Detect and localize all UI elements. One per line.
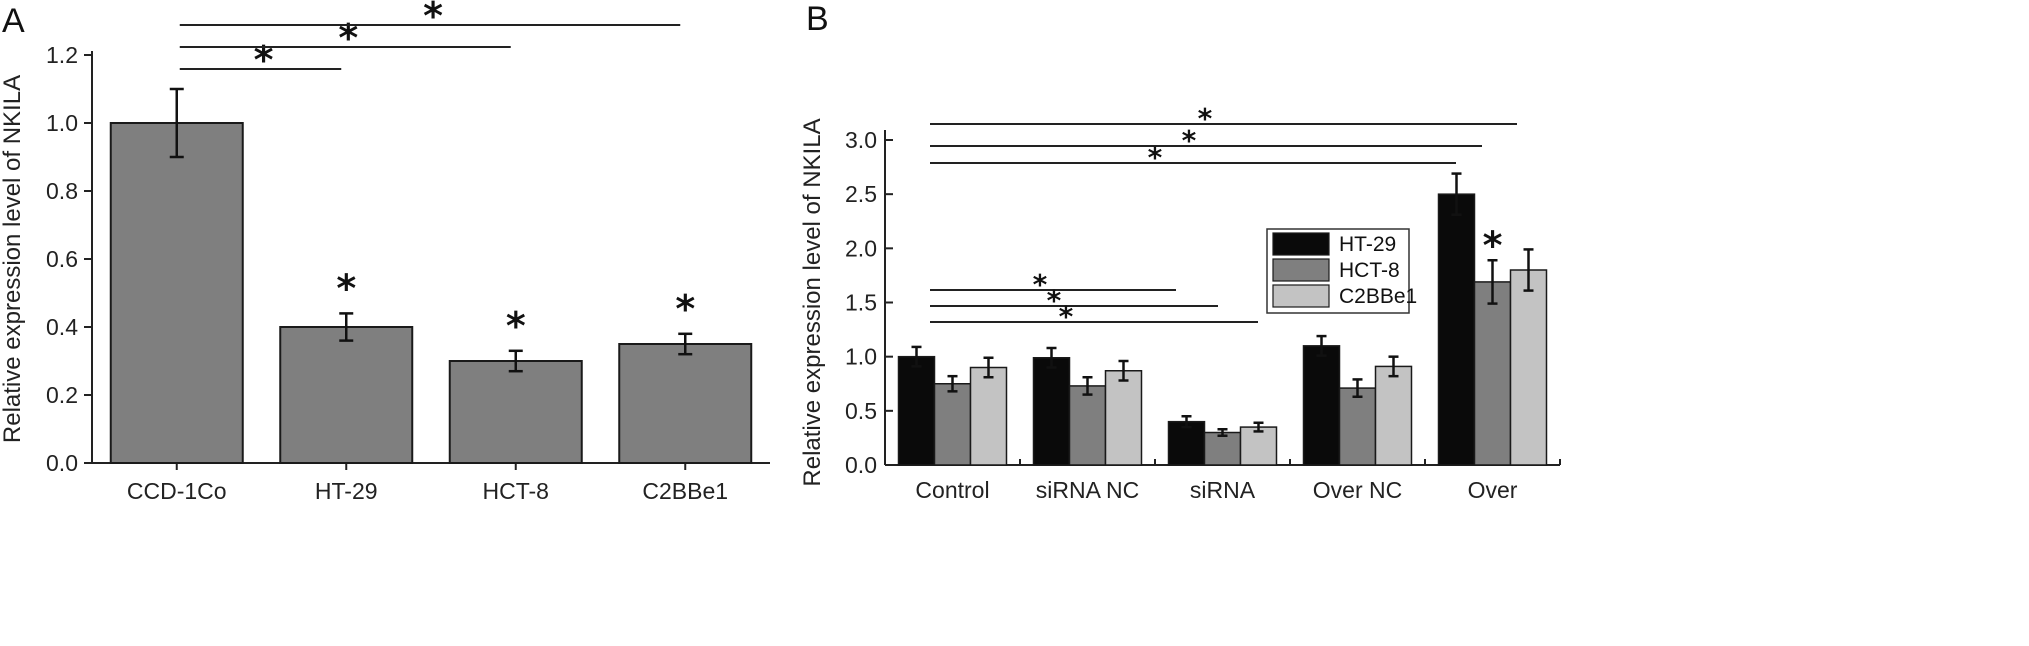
panel-a: A 0.0 0.2 0.4 0.6 0.8 1.0 1.2 CCD-1Co HT-29 HCT-8 C… [0,0,770,504]
bar [1338,387,1377,466]
y-tick-label: 0.0 [845,452,877,478]
y-tick-label: 1.2 [46,42,78,68]
legend-label: C2BBe1 [1339,285,1417,308]
x-tick-label: C2BBe1 [642,478,728,504]
x-tick-label: Over [1468,477,1518,503]
bar [109,122,244,464]
bar [279,326,414,464]
panel-b: B 0.0 0.5 1.0 1.5 2.0 2.5 3.0 Control siRNA NC siR… [799,0,1561,503]
comparison-star: * [1033,268,1048,301]
legend-swatch [1272,232,1330,256]
bar [1302,345,1341,466]
y-tick-label: 1.5 [845,290,877,316]
bar [1437,193,1476,466]
significance-star: * [675,287,695,331]
legend-label: HT-29 [1339,233,1396,256]
x-tick-label: Control [915,477,989,503]
legend-label: HCT-8 [1339,259,1400,282]
comparison-star: * [1047,284,1062,317]
comparison-star: * [423,0,443,38]
y-tick-label: 0.2 [46,382,78,408]
y-axis-title: Relative expression level of NKILA [799,118,826,486]
legend: HT-29 HCT-8 C2BBe1 [1266,228,1417,314]
bar [933,383,972,466]
y-tick-label: 1.0 [46,110,78,136]
y-tick-label: 0.0 [46,450,78,476]
comparison-star: * [1182,124,1197,157]
bar [969,366,1008,466]
y-tick-label: 1.0 [845,344,877,370]
bar [1473,281,1512,466]
panel-letter-a: A [2,2,25,40]
significance-star: * [1483,223,1503,267]
bar [897,355,936,466]
legend-swatch [1272,258,1330,282]
legend-swatch [1272,284,1330,308]
comparison-star: * [1198,102,1213,135]
x-tick-label: CCD-1Co [127,478,227,504]
significance-star: * [336,266,356,310]
bar [1509,269,1548,466]
bar [1104,370,1143,466]
bar [1203,431,1242,466]
y-tick-label: 0.8 [46,178,78,204]
comparison-star: * [254,38,274,82]
y-tick-label: 0.5 [845,398,877,424]
y-tick-label: 2.0 [845,235,877,261]
y-axis-title: Relative expression level of NKILA [0,75,26,443]
x-tick-label: HCT-8 [483,478,549,504]
bar [1068,385,1107,466]
y-tick-label: 0.4 [46,314,78,340]
comparison-star: * [1059,300,1074,333]
y-tick-label: 0.6 [46,246,78,272]
x-tick-label: Over NC [1313,477,1402,503]
y-tick-label: 3.0 [845,127,877,153]
x-tick-label: siRNA NC [1036,477,1140,503]
bar [1239,426,1278,466]
bar [618,343,753,464]
panel-letter-b: B [806,0,829,38]
y-tick-label: 2.5 [845,181,877,207]
x-tick-label: siRNA [1190,477,1256,503]
comparison-star: * [1148,141,1163,174]
bar [1374,365,1413,466]
significance-star: * [506,304,526,348]
x-tick-label: HT-29 [315,478,378,504]
comparison-star: * [338,16,358,60]
bar [1032,357,1071,466]
bar [448,360,583,464]
